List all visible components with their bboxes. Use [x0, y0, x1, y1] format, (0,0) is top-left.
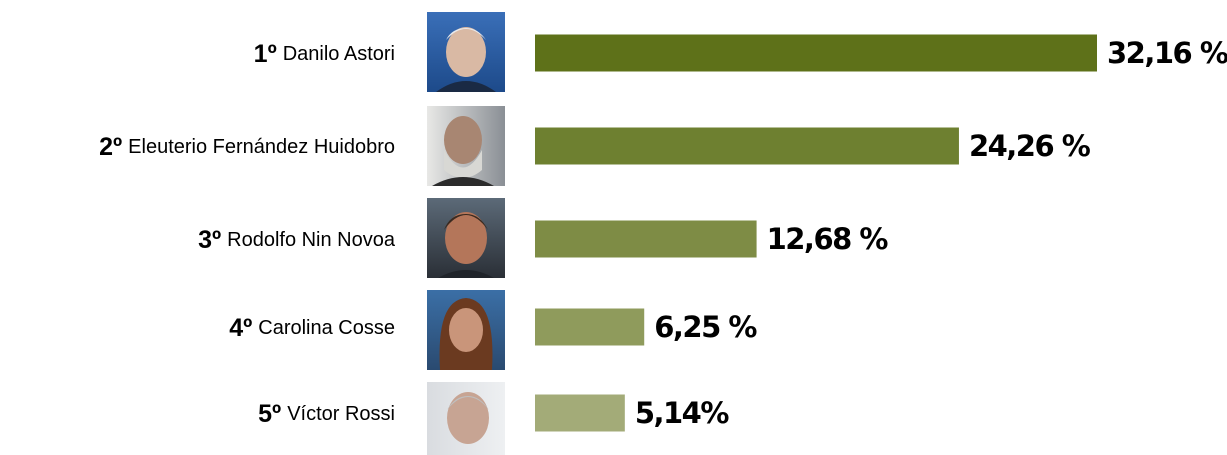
category-label: 4º Carolina Cosse [229, 314, 395, 342]
rank: 3º [198, 226, 221, 254]
value-label: 5,14% [635, 396, 730, 430]
name: Carolina Cosse [258, 317, 395, 339]
rank: 4º [229, 314, 252, 342]
rank: 1º [254, 40, 277, 68]
photo [427, 12, 505, 92]
bar [535, 220, 757, 258]
value-label: 24,26 % [969, 129, 1091, 163]
category-label: 2º Eleuterio Fernández Huidobro [99, 133, 395, 161]
name: Eleuterio Fernández Huidobro [128, 136, 395, 158]
category-label: 3º Rodolfo Nin Novoa [198, 226, 396, 254]
bar [535, 308, 645, 346]
name: Danilo Astori [283, 43, 395, 65]
bar [535, 34, 1097, 72]
value-label: 6,25 % [654, 310, 757, 344]
photo [427, 382, 505, 455]
value-label: 12,68 % [767, 222, 889, 256]
photo [427, 106, 505, 186]
rank: 2º [99, 133, 122, 161]
photo [427, 198, 505, 278]
bar [535, 394, 625, 432]
name: Víctor Rossi [287, 403, 395, 425]
bar [535, 127, 959, 165]
photo [427, 290, 505, 370]
rank: 5º [258, 400, 281, 428]
category-label: 1º Danilo Astori [254, 40, 395, 68]
category-label: 5º Víctor Rossi [258, 400, 395, 428]
name: Rodolfo Nin Novoa [227, 229, 396, 251]
value-label: 32,16 % [1107, 36, 1227, 70]
